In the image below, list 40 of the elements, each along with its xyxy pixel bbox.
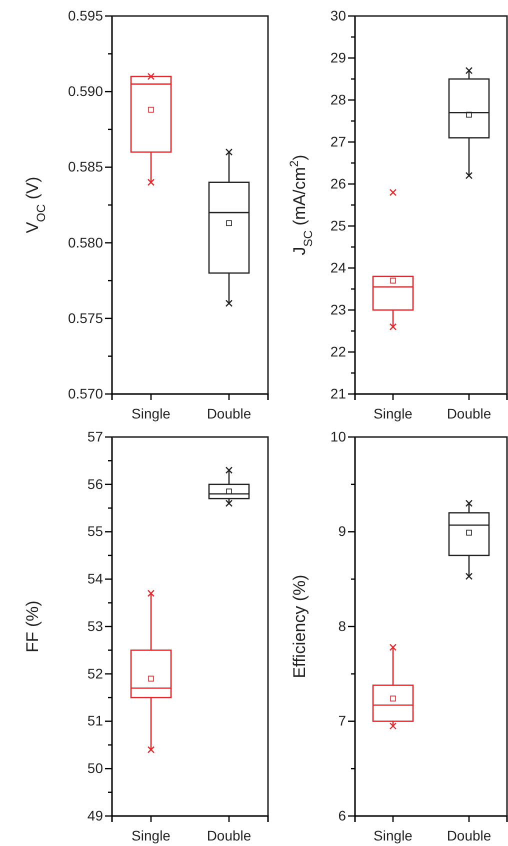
y-tick-label: 53 — [87, 618, 104, 634]
x-tick-label: Single — [132, 405, 171, 422]
x-tick-label: Single — [374, 405, 413, 422]
y-tick-label: 21 — [330, 385, 346, 402]
y-tick-label: 7 — [338, 712, 346, 729]
y-tick-label: 23 — [330, 301, 346, 318]
y-tick-label: 8 — [338, 618, 346, 634]
y-tick-label: 24 — [330, 259, 346, 276]
x-tick-label: Double — [446, 827, 492, 844]
y-tick-label: 52 — [87, 665, 104, 682]
y-tick-label: 0.580 — [68, 234, 104, 250]
y-tick-label: 22 — [330, 343, 346, 360]
y-tick-label: 9 — [338, 523, 346, 540]
y-tick-label: 26 — [330, 175, 346, 192]
y-tick-label: 50 — [87, 760, 104, 776]
y-tick-label: 27 — [330, 133, 346, 150]
y-tick-label: 0.595 — [68, 7, 104, 24]
y-tick-label: 57 — [87, 428, 104, 444]
x-tick-label: Double — [446, 405, 492, 422]
y-tick-label: 51 — [87, 712, 104, 729]
y-axis-title: FF (%) — [23, 600, 42, 652]
y-tick-label: 49 — [87, 807, 104, 824]
y-tick-label: 0.575 — [68, 310, 104, 326]
x-tick-label: Single — [374, 827, 413, 844]
y-tick-label: 10 — [330, 428, 346, 444]
y-tick-label: 0.585 — [68, 158, 104, 175]
y-tick-label: 0.570 — [68, 385, 104, 402]
y-tick-label: 30 — [330, 7, 346, 24]
y-tick-label: 29 — [330, 49, 346, 66]
y-tick-label: 55 — [87, 523, 104, 540]
y-tick-label: 0.590 — [68, 83, 104, 100]
y-tick-label: 56 — [87, 476, 104, 492]
y-axis-title: Efficiency (%) — [290, 574, 309, 678]
y-tick-label: 54 — [87, 570, 104, 587]
x-tick-label: Double — [206, 405, 252, 422]
x-tick-label: Single — [132, 827, 171, 844]
x-tick-label: Double — [206, 827, 252, 844]
y-tick-label: 25 — [330, 217, 346, 234]
y-tick-label: 28 — [330, 91, 346, 108]
y-tick-label: 6 — [338, 807, 346, 824]
